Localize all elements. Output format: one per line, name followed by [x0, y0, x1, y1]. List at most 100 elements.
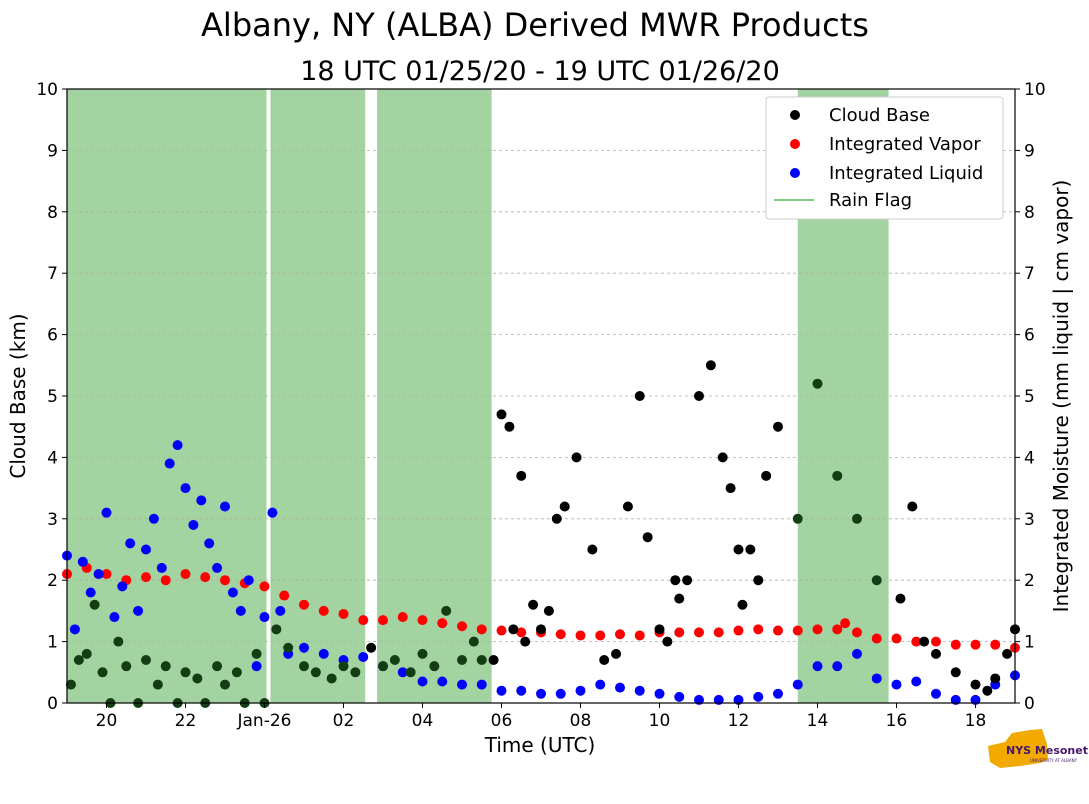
integrated-vapor-point — [279, 590, 290, 601]
y-tick-label-left: 2 — [47, 571, 58, 591]
cloud-base-point — [536, 624, 546, 635]
cloud-base-point — [251, 648, 262, 659]
integrated-liquid-point — [832, 661, 843, 672]
cloud-base-point — [504, 421, 515, 432]
integrated-liquid-point — [595, 679, 606, 690]
cloud-base-point — [271, 624, 282, 635]
cloud-base-point — [990, 673, 1001, 684]
integrated-liquid-point — [753, 691, 764, 702]
integrated-liquid-point — [141, 544, 151, 555]
integrated-liquid-point — [243, 575, 254, 586]
x-axis-ticks: 20 22 Jan-26 02 04 06 08 10 12 14 16 18 — [96, 703, 987, 731]
integrated-vapor-point — [812, 624, 823, 635]
integrated-liquid-point — [773, 688, 783, 699]
y-axis-right-label: Integrated Moisture (mm liquid | cm vapo… — [1049, 180, 1073, 613]
integrated-liquid-point — [358, 651, 369, 662]
y-tick-label-left: 1 — [47, 633, 58, 653]
cloud-base-point — [429, 661, 440, 672]
legend-label-rain-flag: Rain Flag — [829, 190, 912, 211]
cloud-base-point — [682, 575, 693, 586]
cloud-base-point — [528, 599, 539, 610]
y-tick-label-right: 2 — [1024, 571, 1035, 591]
integrated-vapor-point — [417, 615, 428, 626]
cloud-base-point — [212, 661, 223, 672]
integrated-vapor-point — [318, 605, 329, 616]
cloud-base-point — [516, 470, 527, 481]
x-tick-label: 12 — [728, 711, 750, 731]
integrated-liquid-point — [496, 685, 507, 696]
integrated-liquid-series — [62, 440, 1020, 705]
cloud-base-point — [895, 593, 906, 604]
cloud-base-point — [761, 470, 772, 481]
integrated-vapor-point — [437, 618, 448, 629]
y-tick-label-left: 6 — [47, 326, 58, 346]
y-axis-right-ticks: 0 1 2 3 4 5 6 7 8 9 10 — [1015, 80, 1046, 714]
cloud-base-point — [745, 544, 756, 555]
cloud-base-point — [551, 513, 562, 524]
cloud-base-point — [441, 605, 452, 616]
integrated-vapor-point — [615, 629, 625, 640]
cloud-base-point — [725, 483, 736, 494]
cloud-base-point — [599, 655, 610, 666]
cloud-base-point — [457, 655, 467, 666]
chart-legend: Cloud Base Integrated Vapor Integrated L… — [765, 96, 1004, 220]
integrated-liquid-point — [516, 685, 527, 696]
x-tick-label: 22 — [175, 711, 197, 731]
y-tick-label-right: 7 — [1024, 264, 1035, 284]
x-tick-label: 20 — [96, 711, 118, 731]
rain-flag-band — [67, 89, 267, 703]
integrated-vapor-point — [496, 625, 507, 636]
integrated-vapor-point — [931, 636, 941, 647]
integrated-vapor-point — [160, 575, 171, 586]
integrated-liquid-point — [476, 679, 487, 690]
integrated-liquid-point — [109, 612, 120, 623]
integrated-vapor-point — [792, 625, 803, 636]
integrated-vapor-point — [871, 633, 882, 644]
x-tick-label: 04 — [412, 711, 434, 731]
y-tick-label-left: 7 — [47, 264, 58, 284]
integrated-liquid-point — [259, 612, 270, 623]
grid-lines — [67, 149, 1015, 642]
x-tick-label: 10 — [649, 711, 671, 731]
integrated-liquid-point — [188, 519, 199, 530]
cloud-base-point — [468, 636, 479, 647]
integrated-liquid-point — [852, 648, 862, 659]
cloud-base-point — [81, 648, 92, 659]
integrated-liquid-point — [235, 605, 246, 616]
cloud-base-point — [520, 636, 531, 647]
integrated-vapor-point — [220, 575, 230, 586]
x-tick-label: 18 — [965, 711, 987, 731]
logo-subtext: UNIVERSITY AT ALBANY — [1030, 758, 1078, 763]
cloud-base-point — [141, 655, 151, 666]
cloud-base-point — [705, 360, 716, 371]
cloud-base-point — [508, 624, 519, 635]
cloud-base-point — [1002, 648, 1013, 659]
cloud-base-point — [405, 667, 416, 678]
integrated-vapor-point — [259, 581, 270, 592]
cloud-base-point — [543, 605, 554, 616]
integrated-liquid-point — [156, 562, 167, 573]
integrated-liquid-point — [117, 581, 128, 592]
cloud-base-point — [366, 642, 377, 653]
cloud-base-point — [970, 679, 981, 690]
integrated-liquid-point — [555, 688, 566, 699]
chart-subtitle: 18 UTC 01/25/20 - 19 UTC 01/26/20 — [300, 56, 780, 87]
integrated-liquid-point — [180, 483, 191, 494]
integrated-liquid-point — [437, 676, 448, 687]
integrated-liquid-point — [792, 679, 803, 690]
integrated-vapor-point — [713, 627, 724, 638]
integrated-liquid-point — [220, 501, 230, 512]
integrated-liquid-point — [172, 440, 183, 451]
integrated-vapor-point — [773, 625, 783, 636]
integrated-liquid-point — [634, 685, 645, 696]
cloud-base-point — [792, 513, 803, 524]
x-tick-label: 16 — [886, 711, 908, 731]
cloud-base-point — [717, 452, 728, 463]
cloud-base-point — [950, 667, 961, 678]
integrated-liquid-point — [871, 673, 882, 684]
integrated-vapor-point — [733, 625, 744, 636]
cloud-base-point — [97, 667, 108, 678]
integrated-liquid-point — [212, 562, 223, 573]
integrated-vapor-point — [832, 624, 843, 635]
integrated-vapor-point — [694, 627, 704, 638]
